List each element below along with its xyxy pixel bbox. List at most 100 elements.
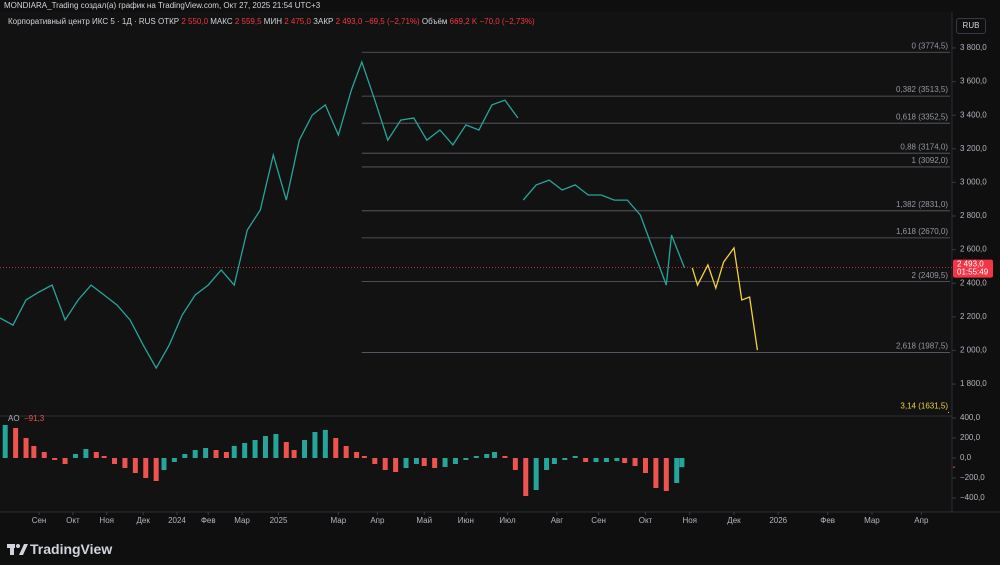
ao-bar xyxy=(273,434,279,458)
ao-bar xyxy=(403,458,409,468)
fib-label: 2,618 (1987,5) xyxy=(896,342,948,351)
ohlc-key: МИН xyxy=(263,17,282,26)
ao-bar xyxy=(93,452,99,458)
y-tick-label: 2 000,0 xyxy=(960,346,987,355)
x-tick-label: Май xyxy=(416,516,432,525)
ao-last: −91,3 xyxy=(24,414,45,423)
ohlc-value: 2 493,0 xyxy=(335,17,363,26)
price-line-series xyxy=(691,246,759,351)
fib-label: 0,382 (3513,5) xyxy=(896,85,948,94)
ao-bar xyxy=(442,458,448,467)
ao-bar xyxy=(523,458,529,496)
ao-bar xyxy=(203,448,209,458)
x-tick-label: Авг xyxy=(551,516,564,525)
y-tick-label: 2 600,0 xyxy=(960,245,987,254)
fib-anchor xyxy=(948,411,949,413)
ao-bar xyxy=(473,456,479,458)
x-tick-label: Ноя xyxy=(99,516,114,525)
y-tick-label: 1 800,0 xyxy=(960,379,987,388)
currency-button[interactable]: RUB xyxy=(956,18,986,34)
price-badge-label: 2 493,0 xyxy=(957,260,984,269)
ao-bar xyxy=(632,458,638,466)
volume: 669,2 K xyxy=(449,17,478,26)
change: −69,5 (−2,71%) xyxy=(364,17,420,26)
ao-last-anchor xyxy=(953,466,955,468)
ao-bar xyxy=(62,458,68,464)
ao-bar xyxy=(413,458,419,464)
x-tick-label: Мар xyxy=(864,516,880,525)
ao-bar xyxy=(153,458,159,481)
fib-label: 1,382 (2831,0) xyxy=(896,200,948,209)
logo xyxy=(7,544,28,555)
ao-bar xyxy=(512,458,518,470)
price-countdown: 01:55:49 xyxy=(957,268,989,277)
ao-bar xyxy=(41,452,47,458)
x-tick-label: Апр xyxy=(914,516,929,525)
x-tick-label: Окт xyxy=(66,516,80,525)
ao-bar xyxy=(653,458,659,488)
ao-bar xyxy=(663,458,669,491)
x-tick-label: Мар xyxy=(234,516,250,525)
ao-bar xyxy=(361,456,367,458)
x-tick-label: Фев xyxy=(201,516,216,525)
ao-bar xyxy=(622,458,628,463)
y2-tick-label: 0,0 xyxy=(960,453,972,462)
ao-bar xyxy=(13,428,19,458)
fib-label: 0,618 (3352,5) xyxy=(896,112,948,121)
ao-bar xyxy=(23,438,29,458)
ao-bar xyxy=(393,458,399,472)
x-tick-label: 2026 xyxy=(769,516,787,525)
ohlc-value: 2 475,0 xyxy=(284,17,311,26)
ao-bar xyxy=(242,443,248,458)
x-tick-label: Фев xyxy=(820,516,835,525)
ao-bar xyxy=(2,425,8,458)
y-tick-label: 3 200,0 xyxy=(960,144,987,153)
x-tick-label: 2024 xyxy=(168,516,186,525)
ao-bar xyxy=(484,454,490,458)
fib-label: 0 (3774,5) xyxy=(912,41,949,50)
ao-bar xyxy=(343,446,349,458)
ao-bar xyxy=(83,449,89,458)
ao-bar xyxy=(182,454,188,458)
ao-bar xyxy=(354,452,360,458)
x-tick-label: Окт xyxy=(639,516,653,525)
ao-bar xyxy=(122,458,128,468)
ao-bar xyxy=(171,458,177,462)
ao-bar xyxy=(463,458,469,460)
ao-bar xyxy=(322,430,328,458)
ao-bar xyxy=(72,454,78,458)
ao-name: AO xyxy=(8,414,20,423)
y-tick-label: 2 200,0 xyxy=(960,312,987,321)
ao-bar xyxy=(603,458,609,462)
ao-bar xyxy=(101,456,107,458)
fib-label: 1 (3092,0) xyxy=(912,156,949,165)
ao-bar xyxy=(452,458,458,464)
ao-bar xyxy=(262,436,268,458)
x-tick-label: Апр xyxy=(370,516,385,525)
ohlc-key: ЗАКР xyxy=(313,17,334,26)
ao-bar xyxy=(333,438,339,458)
fib-label: 1,618 (2670,0) xyxy=(896,227,948,236)
caption: MONDIARA_Trading создал(а) график на Tra… xyxy=(4,1,321,10)
ao-bar xyxy=(372,458,378,464)
ao-bar xyxy=(492,452,498,458)
y-tick-label: 3 600,0 xyxy=(960,77,987,86)
ao-bar xyxy=(312,432,318,458)
ao-bar xyxy=(551,458,557,464)
ao-bar xyxy=(544,458,550,470)
ao-bar xyxy=(52,458,58,460)
x-tick-label: Июл xyxy=(499,516,516,525)
ao-bar xyxy=(614,458,620,461)
ao-bar xyxy=(432,458,438,468)
y-tick-label: 3 000,0 xyxy=(960,178,987,187)
chart: 3 800,0 3 600,0 3 400,0 3 200,0 3 000,0 2 800… xyxy=(0,12,1000,525)
x-tick-label: Ноя xyxy=(682,516,697,525)
ao-bar xyxy=(143,458,149,478)
ao-bar xyxy=(572,456,578,458)
volume-change: −70,0 (−2,73%) xyxy=(479,17,535,26)
y-tick-label: 2 800,0 xyxy=(960,211,987,220)
ao-bar xyxy=(223,452,229,458)
symbol: Корпоративный центр ИКС 5 · 1Д · RUS xyxy=(8,17,156,26)
price-line-series xyxy=(0,59,686,370)
